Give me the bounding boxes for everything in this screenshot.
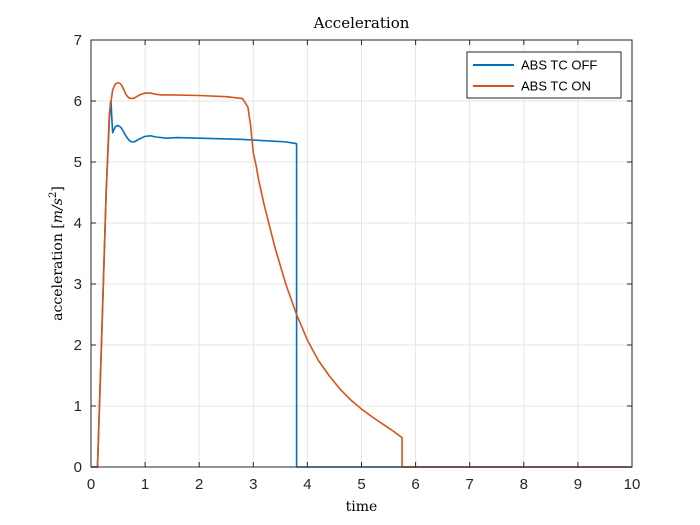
y-tick-label: 3 (74, 276, 82, 293)
y-axis-unit-base: m/s (50, 198, 66, 223)
y-tick-label: 1 (74, 398, 82, 415)
series-line-abs-tc-on (91, 81, 632, 468)
y-tick-label: 7 (74, 32, 82, 49)
legend-label-abs-tc-off: ABS TC OFF (521, 58, 597, 73)
x-tick-label: 5 (357, 476, 365, 493)
y-tick-label: 6 (74, 93, 82, 110)
y-tick-label: 0 (74, 459, 82, 476)
chart-title: Acceleration (313, 14, 410, 32)
y-axis-label-text: acceleration (50, 229, 66, 321)
x-tick-labels: 0 1 2 3 4 5 6 7 8 9 10 (87, 476, 641, 493)
x-tick-label: 0 (87, 476, 95, 493)
series-layer (91, 81, 632, 468)
y-axis-label: acceleration [m/s2] (48, 186, 66, 321)
x-tick-label: 8 (520, 476, 528, 493)
x-tick-label: 7 (466, 476, 474, 493)
x-tick-label: 2 (195, 476, 203, 493)
y-axis-unit-close: ] (50, 186, 66, 191)
y-tick-labels: 0 1 2 3 4 5 6 7 (74, 32, 82, 476)
y-axis-unit-open: [ (50, 223, 66, 228)
x-axis-label: time (346, 499, 378, 515)
y-tick-label: 2 (74, 337, 82, 354)
legend-box (466, 51, 622, 99)
x-tick-label: 6 (411, 476, 419, 493)
legend-label-abs-tc-on: ABS TC ON (521, 79, 591, 94)
ticks (90, 39, 633, 468)
x-tick-label: 10 (624, 476, 641, 493)
x-tick-label: 1 (141, 476, 149, 493)
x-tick-label: 4 (303, 476, 311, 493)
y-axis-unit-exp: 2 (48, 192, 59, 198)
y-tick-label: 5 (74, 154, 82, 171)
x-tick-label: 3 (249, 476, 257, 493)
legend: ABS TC OFF ABS TC ON (466, 51, 622, 99)
y-tick-label: 4 (74, 215, 82, 232)
x-tick-label: 9 (574, 476, 582, 493)
